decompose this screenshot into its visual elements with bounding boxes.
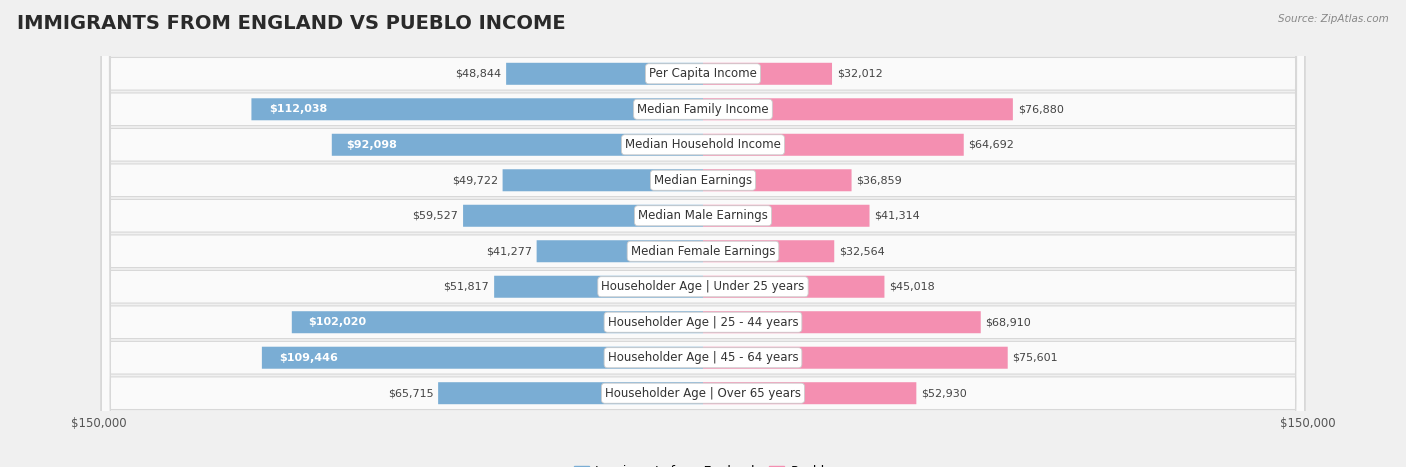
FancyBboxPatch shape bbox=[703, 347, 1008, 369]
Text: $36,859: $36,859 bbox=[856, 175, 903, 185]
FancyBboxPatch shape bbox=[101, 0, 1305, 467]
FancyBboxPatch shape bbox=[703, 205, 869, 227]
Text: $51,817: $51,817 bbox=[443, 282, 489, 292]
FancyBboxPatch shape bbox=[703, 240, 834, 262]
FancyBboxPatch shape bbox=[463, 205, 703, 227]
FancyBboxPatch shape bbox=[703, 98, 1012, 120]
FancyBboxPatch shape bbox=[101, 0, 1305, 467]
FancyBboxPatch shape bbox=[502, 169, 703, 191]
Text: Median Family Income: Median Family Income bbox=[637, 103, 769, 116]
FancyBboxPatch shape bbox=[292, 311, 703, 333]
FancyBboxPatch shape bbox=[252, 98, 703, 120]
FancyBboxPatch shape bbox=[703, 169, 852, 191]
Text: $48,844: $48,844 bbox=[456, 69, 502, 79]
Text: $32,012: $32,012 bbox=[837, 69, 883, 79]
FancyBboxPatch shape bbox=[101, 0, 1305, 467]
Legend: Immigrants from England, Pueblo: Immigrants from England, Pueblo bbox=[568, 460, 838, 467]
Text: $45,018: $45,018 bbox=[889, 282, 935, 292]
FancyBboxPatch shape bbox=[101, 0, 1305, 467]
Text: Median Earnings: Median Earnings bbox=[654, 174, 752, 187]
Text: $65,715: $65,715 bbox=[388, 388, 433, 398]
Text: $75,601: $75,601 bbox=[1012, 353, 1059, 363]
Text: Householder Age | Over 65 years: Householder Age | Over 65 years bbox=[605, 387, 801, 400]
Text: $52,930: $52,930 bbox=[921, 388, 967, 398]
FancyBboxPatch shape bbox=[703, 311, 981, 333]
FancyBboxPatch shape bbox=[439, 382, 703, 404]
FancyBboxPatch shape bbox=[101, 0, 1305, 467]
FancyBboxPatch shape bbox=[703, 63, 832, 85]
Text: Median Household Income: Median Household Income bbox=[626, 138, 780, 151]
Text: $64,692: $64,692 bbox=[969, 140, 1015, 150]
FancyBboxPatch shape bbox=[703, 276, 884, 298]
FancyBboxPatch shape bbox=[703, 134, 963, 156]
Text: Householder Age | Under 25 years: Householder Age | Under 25 years bbox=[602, 280, 804, 293]
FancyBboxPatch shape bbox=[332, 134, 703, 156]
FancyBboxPatch shape bbox=[703, 382, 917, 404]
Text: IMMIGRANTS FROM ENGLAND VS PUEBLO INCOME: IMMIGRANTS FROM ENGLAND VS PUEBLO INCOME bbox=[17, 14, 565, 33]
FancyBboxPatch shape bbox=[262, 347, 703, 369]
Text: $49,722: $49,722 bbox=[451, 175, 498, 185]
FancyBboxPatch shape bbox=[101, 0, 1305, 467]
Text: $76,880: $76,880 bbox=[1018, 104, 1063, 114]
Text: Median Male Earnings: Median Male Earnings bbox=[638, 209, 768, 222]
Text: $59,527: $59,527 bbox=[412, 211, 458, 221]
Text: Source: ZipAtlas.com: Source: ZipAtlas.com bbox=[1278, 14, 1389, 24]
Text: $41,277: $41,277 bbox=[486, 246, 531, 256]
FancyBboxPatch shape bbox=[537, 240, 703, 262]
Text: $92,098: $92,098 bbox=[347, 140, 398, 150]
FancyBboxPatch shape bbox=[494, 276, 703, 298]
FancyBboxPatch shape bbox=[101, 0, 1305, 467]
Text: $41,314: $41,314 bbox=[875, 211, 920, 221]
Text: $68,910: $68,910 bbox=[986, 317, 1032, 327]
Text: Per Capita Income: Per Capita Income bbox=[650, 67, 756, 80]
Text: $32,564: $32,564 bbox=[839, 246, 884, 256]
Text: Householder Age | 25 - 44 years: Householder Age | 25 - 44 years bbox=[607, 316, 799, 329]
Text: $109,446: $109,446 bbox=[280, 353, 339, 363]
FancyBboxPatch shape bbox=[506, 63, 703, 85]
FancyBboxPatch shape bbox=[101, 0, 1305, 467]
Text: $112,038: $112,038 bbox=[270, 104, 328, 114]
FancyBboxPatch shape bbox=[101, 0, 1305, 467]
Text: $102,020: $102,020 bbox=[308, 317, 367, 327]
Text: Householder Age | 45 - 64 years: Householder Age | 45 - 64 years bbox=[607, 351, 799, 364]
FancyBboxPatch shape bbox=[101, 0, 1305, 467]
Text: Median Female Earnings: Median Female Earnings bbox=[631, 245, 775, 258]
